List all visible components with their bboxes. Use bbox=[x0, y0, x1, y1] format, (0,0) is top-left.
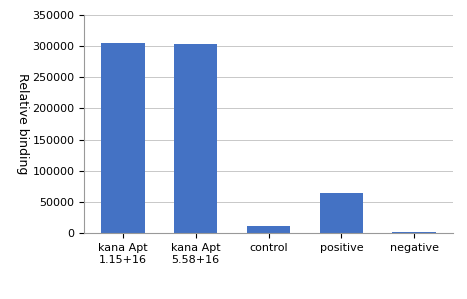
Bar bbox=[319, 193, 363, 233]
Y-axis label: Relative binding: Relative binding bbox=[15, 73, 28, 175]
Bar bbox=[392, 232, 436, 233]
Bar bbox=[174, 44, 218, 233]
Bar bbox=[101, 43, 145, 233]
Bar bbox=[247, 226, 290, 233]
